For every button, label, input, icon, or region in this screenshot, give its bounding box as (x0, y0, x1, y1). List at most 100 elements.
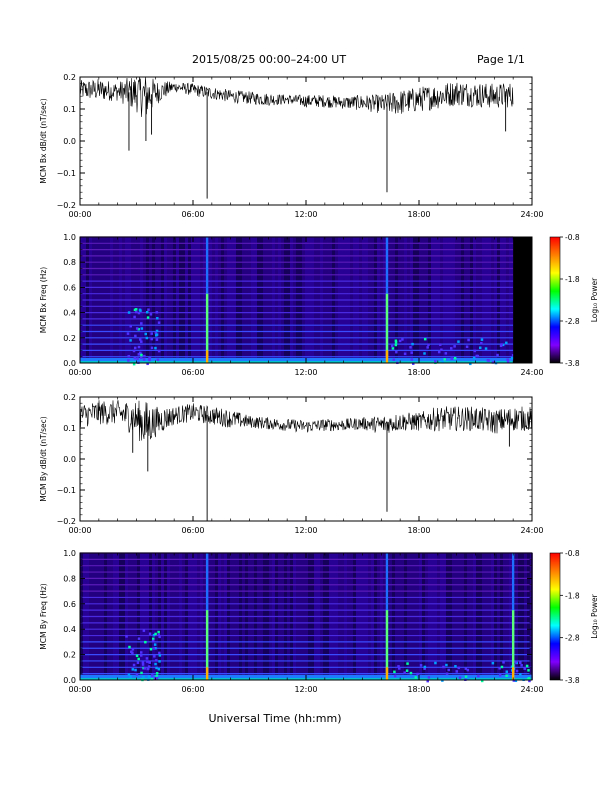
activity-patch (130, 650, 133, 653)
activity-patch (158, 660, 161, 663)
activity-patch (155, 338, 159, 341)
activity-patch (148, 632, 152, 635)
x-tick-label: 24:00 (520, 210, 543, 219)
panel-bx_dbdt: 00:00 06:00 12:00 18:00 24:00 0.2 0.1 0.0 −0.1 −0… (39, 73, 544, 219)
activity-patch (453, 345, 456, 348)
plot-title: 2015/08/25 00:00–24:00 UT (192, 53, 347, 66)
activity-patch (478, 346, 482, 350)
y-tick-label: 0.1 (63, 424, 76, 433)
activity-patch (138, 351, 142, 355)
activity-patch (394, 339, 398, 342)
activity-patch (145, 336, 149, 340)
activity-patch (140, 340, 143, 343)
activity-patch (507, 674, 510, 677)
activity-patch (158, 651, 161, 655)
activity-patch (140, 327, 144, 330)
activity-patch (411, 342, 414, 346)
activity-patch (477, 674, 480, 678)
activity-patch (515, 669, 519, 673)
activity-patch (157, 630, 160, 634)
spike-column-peak (385, 350, 389, 363)
x-tick-label: 18:00 (407, 685, 430, 694)
activity-patch (139, 309, 142, 312)
activity-patch (150, 346, 154, 350)
x-tick-label: 06:00 (181, 526, 204, 535)
activity-patch (151, 674, 154, 677)
activity-patch (136, 661, 140, 665)
x-tick-label: 12:00 (294, 526, 317, 535)
activity-patch (129, 675, 132, 678)
activity-patch (137, 345, 141, 349)
activity-patch (155, 311, 159, 314)
activity-patch (127, 354, 130, 358)
activity-patch (141, 661, 145, 664)
y-tick-label: 0.2 (63, 393, 76, 402)
colorbar-tick-label: -0.8 (565, 549, 580, 558)
activity-patch (466, 677, 470, 680)
activity-patch (416, 672, 419, 676)
page-number: Page 1/1 (477, 53, 525, 66)
activity-patch (528, 679, 531, 683)
activity-patch (155, 659, 158, 662)
activity-patch (151, 639, 155, 643)
activity-patch (155, 333, 159, 336)
activity-patch (134, 334, 137, 338)
y-tick-label: 0.4 (63, 309, 76, 318)
spike-column-core (511, 610, 515, 674)
activity-patch (505, 341, 508, 345)
spike-column-core (385, 293, 389, 357)
activity-patch (484, 347, 488, 350)
colorbar-tick-label: -1.8 (565, 591, 580, 600)
activity-patch (414, 676, 418, 679)
x-axis-label: Universal Time (hh:mm) (209, 712, 342, 725)
activity-patch (410, 358, 414, 361)
activity-patch (398, 667, 401, 670)
activity-patch (137, 657, 140, 661)
colorbar (549, 552, 561, 681)
activity-patch (150, 337, 153, 341)
activity-patch (140, 671, 143, 675)
activity-patch (393, 674, 397, 678)
activity-patch (445, 672, 449, 675)
activity-patch (423, 352, 426, 355)
activity-patch (480, 679, 484, 683)
y-tick-label: −0.1 (57, 486, 76, 495)
activity-patch (502, 661, 505, 664)
activity-patch (127, 311, 131, 314)
activity-patch (510, 356, 514, 360)
x-tick-label: 12:00 (294, 368, 317, 377)
spike-column-peak (385, 667, 389, 680)
activity-patch (457, 666, 461, 670)
activity-patch (127, 673, 131, 676)
data-trace (80, 400, 532, 442)
activity-patch (445, 663, 448, 667)
activity-patch (499, 344, 503, 348)
activity-patch (137, 327, 140, 331)
activity-patch (527, 677, 531, 680)
activity-patch (500, 665, 504, 669)
spike-column-core (385, 610, 389, 674)
activity-patch (467, 338, 470, 342)
activity-patch (129, 324, 133, 328)
x-tick-label: 00:00 (68, 685, 91, 694)
activity-patch (390, 344, 394, 348)
colorbar-tick-label: -0.8 (565, 233, 580, 242)
activity-patch (152, 633, 156, 637)
activity-patch (158, 635, 161, 639)
activity-patch (454, 665, 457, 668)
activity-patch (403, 671, 406, 674)
activity-patch (137, 353, 141, 356)
activity-patch (155, 674, 159, 678)
activity-patch (147, 308, 150, 311)
activity-patch (158, 654, 162, 657)
colorbar-tick-label: -1.8 (565, 275, 580, 284)
activity-patch (154, 632, 157, 636)
activity-patch (401, 338, 404, 341)
activity-patch (135, 673, 139, 676)
activity-patch (496, 353, 499, 357)
activity-patch (409, 346, 412, 349)
colorbar-tick-label: -2.8 (565, 634, 580, 643)
y-tick-label: 0.1 (63, 105, 76, 114)
panel-by_spec: 00:00 06:00 12:00 18:00 24:00 1.0 0.8 0.6 0.4 0.2… (39, 549, 599, 694)
activity-patch (155, 672, 159, 675)
